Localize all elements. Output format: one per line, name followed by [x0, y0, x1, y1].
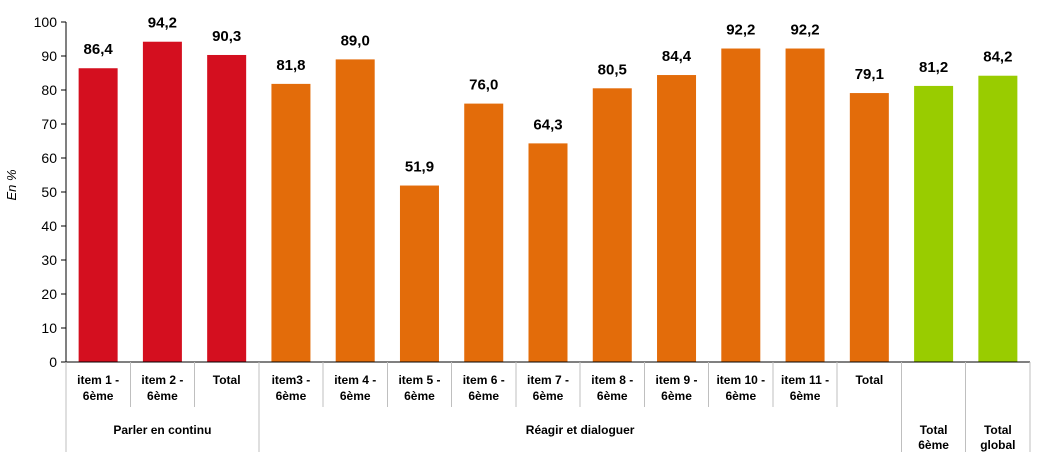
data-label: 84,4 — [662, 48, 692, 65]
y-tick-label: 20 — [41, 286, 57, 302]
bar — [335, 59, 375, 363]
category-label: Total — [855, 373, 883, 387]
category-label: item 11 - — [781, 373, 829, 387]
data-label: 79,1 — [855, 66, 884, 83]
category-label: item 10 - — [716, 373, 765, 387]
bar — [78, 68, 118, 363]
data-label: 90,3 — [212, 28, 241, 45]
category-label: 6ème — [147, 389, 178, 403]
y-tick-label: 70 — [41, 116, 57, 132]
category-label: 6ème — [468, 389, 499, 403]
category-label: 6ème — [340, 389, 371, 403]
y-tick-label: 60 — [41, 150, 57, 166]
category-label: item 2 - — [141, 373, 183, 387]
y-axis-label: En % — [4, 169, 19, 200]
category-label: item 9 - — [656, 373, 698, 387]
axes — [65, 22, 1031, 452]
bar — [207, 54, 247, 362]
category-label: Total — [984, 423, 1012, 437]
data-label: 86,4 — [84, 41, 114, 58]
bar — [914, 85, 954, 363]
group-label: Réagir et dialoguer — [526, 423, 635, 437]
category-label: item 1 - — [77, 373, 119, 387]
data-label: 81,2 — [919, 59, 948, 76]
y-tick-label: 80 — [41, 82, 57, 98]
y-tick-label: 40 — [41, 218, 57, 234]
y-tick-label: 30 — [41, 252, 57, 268]
bar — [978, 75, 1018, 362]
bar — [849, 93, 889, 362]
bar — [721, 48, 761, 363]
category-label: item 4 - — [334, 373, 376, 387]
category-label: 6ème — [597, 389, 628, 403]
category-label: item 5 - — [398, 373, 440, 387]
bar — [657, 75, 697, 362]
bar — [785, 48, 825, 363]
y-tick-label: 0 — [49, 354, 57, 370]
category-label: item 6 - — [463, 373, 505, 387]
category-label: 6ème — [276, 389, 307, 403]
bars — [78, 41, 1018, 363]
y-tick-label: 50 — [41, 184, 57, 200]
data-label: 80,5 — [598, 61, 627, 78]
category-label: Total — [213, 373, 241, 387]
category-label: 6ème — [918, 438, 949, 452]
category-label: item3 - — [272, 373, 311, 387]
data-label: 92,2 — [726, 22, 755, 39]
category-label: 6ème — [661, 389, 692, 403]
group-label: Parler en continu — [113, 423, 211, 437]
y-tick-label: 10 — [41, 320, 57, 336]
bar — [592, 88, 632, 363]
category-label: 6ème — [404, 389, 435, 403]
bar — [528, 143, 568, 362]
y-tick-label: 100 — [34, 14, 58, 30]
data-label: 92,2 — [790, 22, 819, 39]
category-label: global — [980, 438, 1015, 452]
data-label: 81,8 — [276, 57, 305, 74]
data-label: 84,2 — [983, 49, 1012, 66]
data-label: 51,9 — [405, 159, 434, 176]
data-label: 64,3 — [533, 116, 562, 133]
y-tick-label: 90 — [41, 48, 57, 64]
bar — [399, 185, 439, 362]
category-label: 6ème — [790, 389, 821, 403]
category-label: Total — [920, 423, 948, 437]
category-label: 6ème — [725, 389, 756, 403]
y-axis-ticks: 0 10 20 30 40 50 60 70 80 90 100 — [34, 14, 66, 370]
category-label: 6ème — [533, 389, 564, 403]
data-labels: 86,4 94,2 90,3 81,8 89,0 51,9 76,0 64,3 80,5 84,4… — [84, 15, 1013, 176]
category-label: item 7 - — [527, 373, 569, 387]
data-label: 94,2 — [148, 15, 177, 32]
data-label: 76,0 — [469, 77, 498, 94]
bar — [142, 41, 182, 362]
category-label: 6ème — [83, 389, 114, 403]
bar — [271, 83, 311, 362]
data-label: 89,0 — [341, 32, 370, 49]
bar — [464, 103, 504, 362]
group-labels: Parler en continu Réagir et dialoguer — [113, 423, 634, 437]
category-label: item 8 - — [591, 373, 633, 387]
